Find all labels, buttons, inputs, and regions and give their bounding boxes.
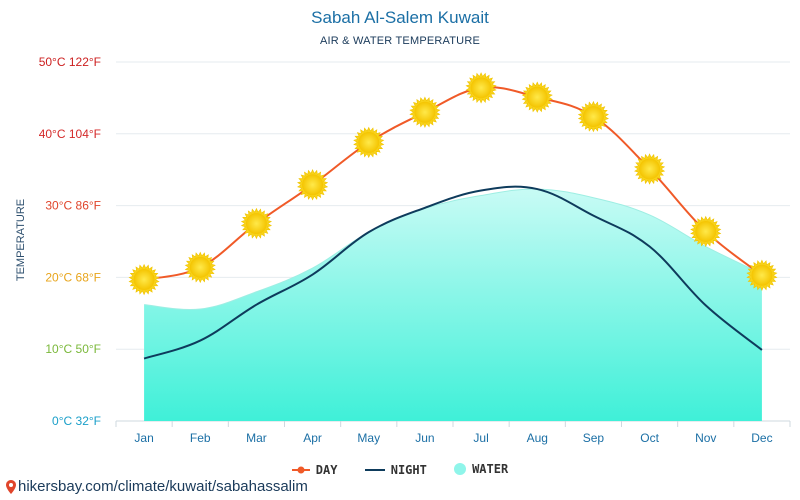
source-link[interactable]: hikersbay.com/climate/kuwait/sabahassali… xyxy=(6,478,308,495)
chart-title: Sabah Al-Salem Kuwait xyxy=(311,8,489,27)
chart-subtitle: AIR & WATER TEMPERATURE xyxy=(319,35,481,47)
day-series xyxy=(128,72,778,296)
sun-core xyxy=(639,158,661,180)
x-tick-label: May xyxy=(357,431,380,445)
y-tick-label: 20°C 68°F xyxy=(45,270,101,284)
sun-core xyxy=(695,220,717,242)
legend-item-night[interactable]: NIGHT xyxy=(364,463,427,477)
sun-core xyxy=(582,106,604,128)
night-line-swatch xyxy=(364,469,385,471)
sun-core xyxy=(526,86,548,108)
x-tick-label: Feb xyxy=(190,431,211,445)
location-pin-icon xyxy=(6,479,16,494)
sun-icon xyxy=(128,263,160,296)
water-line xyxy=(144,188,763,311)
sun-core xyxy=(302,174,324,196)
x-tick-label: Oct xyxy=(640,431,659,445)
y-axis-ticks: 0°C 32°F 10°C 50°F 20°C 68°F 30°C 86°F 40°C … xyxy=(39,55,101,428)
x-tick-label: Dec xyxy=(751,431,772,445)
x-tick-label: Sep xyxy=(583,431,605,445)
night-series xyxy=(143,185,763,360)
y-tick-label: 10°C 50°F xyxy=(45,342,101,356)
sun-icon xyxy=(184,251,216,284)
sun-icon xyxy=(409,96,441,128)
sun-icon xyxy=(297,169,329,201)
sun-core xyxy=(470,77,492,99)
x-tick-label: Nov xyxy=(695,431,716,445)
legend-label-day: DAY xyxy=(315,463,338,477)
sun-icon xyxy=(746,259,778,291)
water-area xyxy=(144,189,762,421)
sun-core xyxy=(189,256,211,278)
sun-core xyxy=(414,101,436,123)
source-url: hikersbay.com/climate/kuwait/sabahassali… xyxy=(18,478,308,495)
sun-icon xyxy=(240,207,272,240)
y-axis-label: TEMPERATURE xyxy=(15,199,27,281)
water-circle-swatch xyxy=(454,463,467,475)
legend-item-day[interactable]: DAY xyxy=(291,463,338,477)
x-tick-label: Aug xyxy=(527,431,548,445)
legend-label-water: WATER xyxy=(472,462,509,476)
y-tick-label: 30°C 86°F xyxy=(45,199,101,213)
sun-core xyxy=(133,269,155,291)
sun-icon xyxy=(353,126,385,159)
x-tick-label: Jul xyxy=(473,431,488,445)
x-tick-label: Mar xyxy=(246,431,267,445)
legend-label-night: NIGHT xyxy=(390,463,427,477)
sun-icon xyxy=(577,100,609,133)
sun-core xyxy=(245,213,267,235)
sun-icon xyxy=(690,215,722,248)
sun-core xyxy=(751,264,773,286)
sun-icon xyxy=(634,153,666,185)
x-tick-label: Apr xyxy=(303,431,322,445)
x-axis-ticks: Jan Feb Mar Apr May Jun Jul Aug Sep Oct Nov Dec xyxy=(115,421,791,445)
x-tick-label: Jun xyxy=(415,431,434,445)
x-tick-label: Jan xyxy=(134,431,153,445)
y-tick-label: 50°C 122°F xyxy=(39,55,101,69)
legend-item-water[interactable]: WATER xyxy=(454,462,508,476)
water-series xyxy=(144,188,763,421)
y-tick-label: 0°C 32°F xyxy=(52,414,101,428)
y-tick-label: 40°C 104°F xyxy=(39,127,101,141)
sun-icon xyxy=(521,81,553,113)
day-line-swatch xyxy=(291,466,310,474)
legend: DAY NIGHT WATER xyxy=(0,462,800,478)
sun-icon xyxy=(465,72,497,104)
sun-core xyxy=(358,131,380,153)
night-line xyxy=(143,185,763,360)
